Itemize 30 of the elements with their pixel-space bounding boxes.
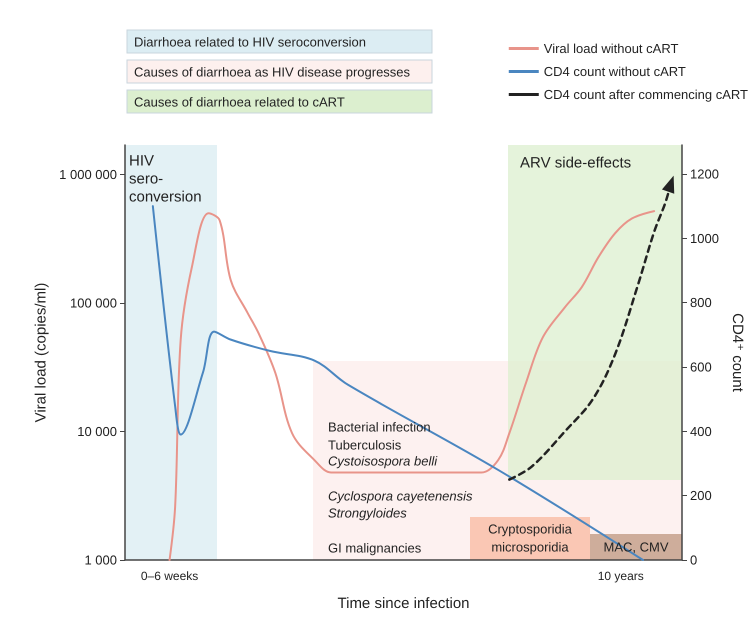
y-tick-label: 1 000 bbox=[84, 552, 117, 568]
x-axis-title: Time since infection bbox=[338, 595, 470, 612]
annotation: ARV side-effects bbox=[520, 154, 632, 172]
annotation: Cryptosporidia microsporidia bbox=[488, 522, 573, 554]
y2-tick-label: 1000 bbox=[690, 230, 719, 246]
annotation: Tuberculosis bbox=[328, 438, 402, 452]
y2-tick-label: 400 bbox=[690, 424, 712, 439]
y-tick-label: 100 000 bbox=[70, 296, 117, 311]
y2-tick-label: 800 bbox=[690, 295, 712, 310]
text: Causes of diarrhoea related to cART bbox=[134, 94, 345, 110]
annotation: HIV sero- conversion bbox=[129, 152, 202, 206]
y2-axis-title: CD4⁺ count bbox=[728, 313, 746, 393]
annotation: Cystoisospora belli bbox=[328, 454, 438, 468]
y2-tick-label: 600 bbox=[690, 359, 712, 374]
legend-label: CD4 count without cART bbox=[544, 64, 686, 79]
text: Diarrhoea related to HIV seroconversion bbox=[134, 34, 366, 50]
y2-tick-label: 1200 bbox=[690, 166, 719, 182]
annotation: Cyclospora cayetenensis bbox=[328, 488, 474, 504]
x-tick-label: 10 years bbox=[598, 569, 644, 583]
y-tick-label: 10 000 bbox=[77, 424, 117, 440]
annotation: GI malignancies bbox=[328, 540, 422, 556]
y2-tick-label: 200 bbox=[690, 488, 712, 504]
annotation: Strongyloides bbox=[328, 506, 408, 520]
legend-label: CD4 count after commencing cART bbox=[544, 87, 748, 102]
legend-label: Viral load without cART bbox=[544, 41, 678, 56]
y-tick-label: 1 000 000 bbox=[59, 167, 117, 182]
text: Causes of diarrhoea as HIV disease progresses bbox=[134, 64, 411, 80]
y2-tick-label: 0 bbox=[690, 552, 698, 568]
x-tick-label: 0–6 weeks bbox=[140, 569, 198, 583]
y-axis-title: Viral load (copies/ml) bbox=[32, 282, 50, 422]
